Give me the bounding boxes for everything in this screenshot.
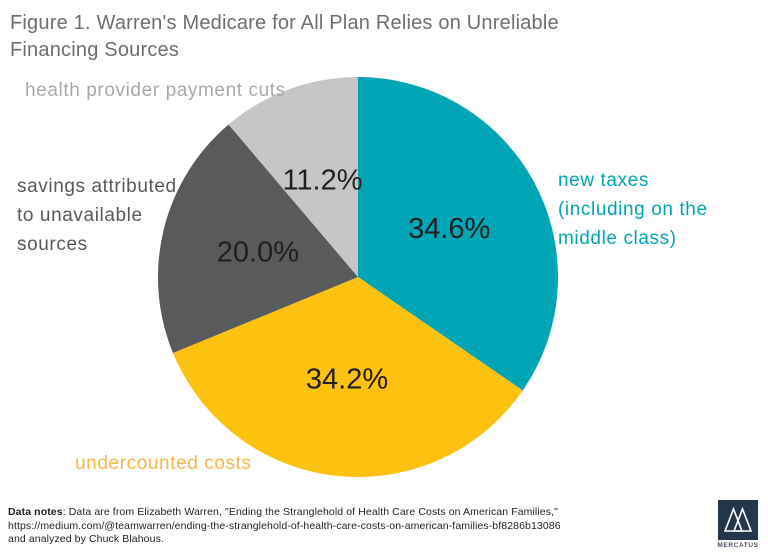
callout-health-provider-payment-cuts: health provider payment cuts (25, 80, 286, 101)
slice-pct-label-3: 20.0% (217, 237, 299, 269)
callout-new-taxes: new taxes (including on the middle class… (558, 170, 708, 249)
mercatus-m-icon (718, 500, 758, 540)
data-notes-line-1-text: : Data are from Elizabeth Warren, "Endin… (62, 506, 558, 518)
mercatus-logo: MERCATUS (712, 500, 764, 549)
data-notes-line-2: https://medium.com/@teamwarren/ending-th… (8, 519, 561, 532)
callout-undercounted-costs: undercounted costs (75, 453, 252, 474)
mercatus-wordmark: MERCATUS (717, 542, 759, 549)
pie-slice-4 (228, 77, 358, 277)
pie-slice-1 (358, 77, 559, 391)
data-notes: Data notes: Data are from Elizabeth Warr… (8, 506, 608, 547)
data-notes-label: Data notes (8, 506, 63, 518)
pie-chart-svg: 34.6% 34.2% 20.0% 11.2% (157, 77, 559, 478)
slice-pct-label-2: 34.2% (306, 363, 388, 395)
callout-savings-unavailable-sources: savings attributed to unavailable source… (17, 176, 177, 255)
slice-pct-label-4: 11.2% (282, 164, 362, 196)
slice-pct-label-1: 34.6% (408, 213, 490, 245)
data-notes-line-1: Data notes: Data are from Elizabeth Warr… (8, 506, 608, 520)
pie-chart: 34.6% 34.2% 20.0% 11.2% (157, 77, 559, 478)
figure-title: Figure 1. Warren's Medicare for All Plan… (10, 12, 559, 61)
data-notes-line-3: and analyzed by Chuck Blahous. (8, 533, 164, 545)
logo-m-right-peak (732, 506, 753, 532)
pie-slice-2 (172, 277, 523, 478)
pie-slice-3 (157, 124, 358, 353)
